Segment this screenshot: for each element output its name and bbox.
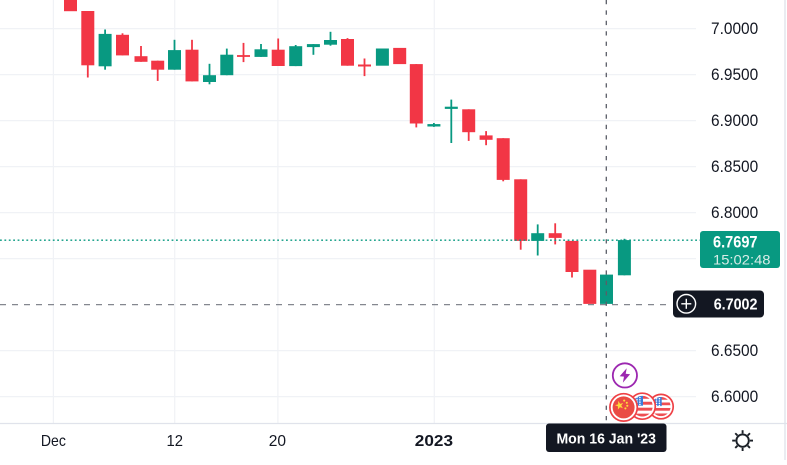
svg-text:6.6000: 6.6000 [711,387,758,406]
svg-text:20: 20 [269,433,286,450]
svg-text:6.8000: 6.8000 [711,203,758,222]
svg-text:7.0000: 7.0000 [711,19,758,38]
svg-text:15:02:48: 15:02:48 [713,251,771,267]
svg-text:6.7002: 6.7002 [714,297,758,314]
svg-text:Mon 16 Jan '23: Mon 16 Jan '23 [556,430,656,447]
svg-text:12: 12 [167,433,184,450]
svg-text:6.7697: 6.7697 [713,233,758,251]
svg-text:Dec: Dec [41,433,66,450]
svg-text:6.8500: 6.8500 [711,157,758,176]
svg-text:6.9500: 6.9500 [711,65,758,84]
svg-text:6.6500: 6.6500 [711,341,758,360]
svg-text:2023: 2023 [415,433,453,450]
svg-text:6.9000: 6.9000 [711,111,758,130]
